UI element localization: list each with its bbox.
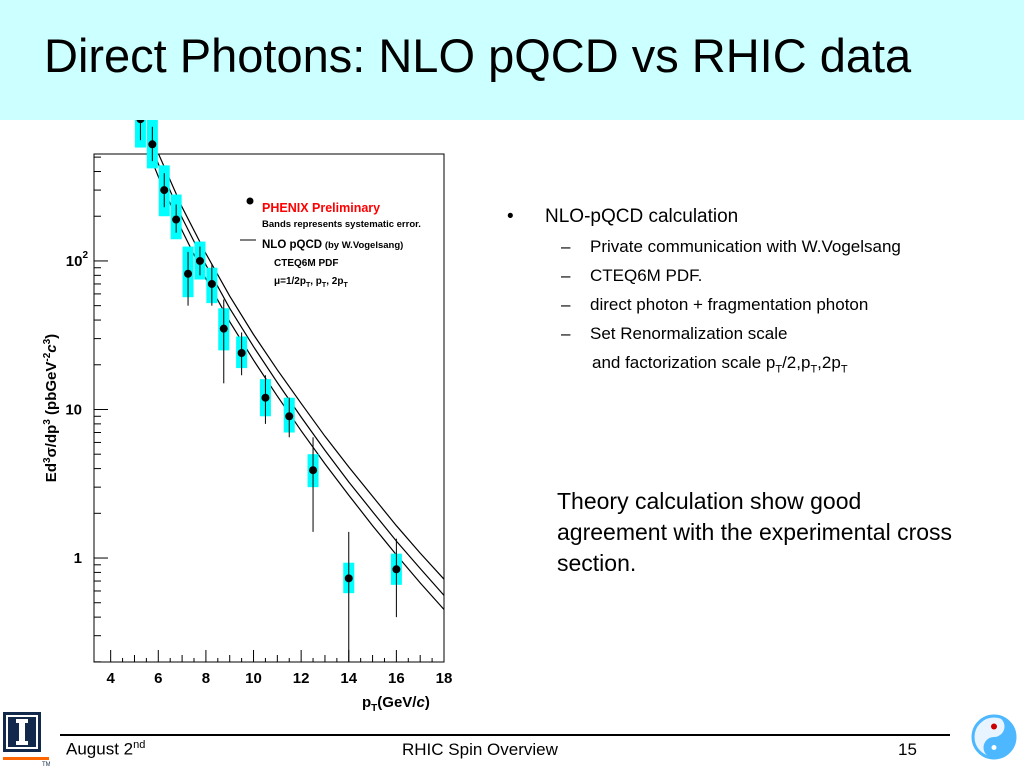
legend-pdf: CTEQ6M PDF [274,258,338,269]
x-tick-labels: 4 6 8 10 12 14 16 18 [106,670,452,687]
sub-bullet-text: direct photon + fragmentation photon [590,295,869,314]
data-point [148,140,157,149]
title-bar: Direct Photons: NLO pQCD vs RHIC data [0,0,1024,120]
x-tick-label: 16 [388,670,405,687]
data-point [219,324,228,333]
rhic-spin-logo [968,710,1020,769]
x-axis-label: pT(GeV/c) [362,694,430,714]
x-tick-label: 10 [245,670,262,687]
x-tick-label: 6 [154,670,162,687]
data-point [309,466,318,475]
data-point [160,186,169,195]
data-point [184,269,193,278]
footer-title: RHIC Spin Overview [402,740,558,759]
bullet-main-text: NLO-pQCD calculation [545,206,739,227]
y-axis-label: Ed3σ/dp3 (pbGeV-2c3) [42,334,60,482]
sub-bullet-text: Set Renormalization scale [590,324,788,343]
x-tick-label: 18 [436,670,453,687]
data-point [172,215,181,224]
data-point [195,256,204,265]
sub-bullet-2: – CTEQ6M PDF. [507,266,1007,286]
sub-bullet-3: – direct photon + fragmentation photon [507,295,1007,315]
x-tick-label: 4 [106,670,115,687]
legend-data-label: PHENIX Preliminary [262,201,380,215]
logo-tm: TM [42,762,50,767]
data-point [261,393,270,402]
data-point [392,565,401,574]
legend-theory-label: NLO pQCD (by W.Vogelsang) [262,239,403,251]
university-logo: TM [2,711,51,772]
theory-agreement-text: Theory calculation show good agreement w… [557,488,953,576]
sub-bullet-text: Private communication with W.Vogelsang [590,237,901,256]
y-tick-labels: 1 10 102 103 [65,120,88,567]
y-tick-label: 103 [66,120,89,121]
legend-data-marker [246,197,254,205]
x-tick-label: 8 [202,670,210,687]
sub-bullet-4-continuation: and factorization scale pT/2,pT,2pT [592,353,848,376]
legend-scale: μ=1/2pT, pT, 2pT [274,276,348,289]
data-point [136,120,145,124]
footer-divider [60,734,950,736]
data-points [136,120,401,583]
sub-bullet-4: – Set Renormalization scale [507,324,1007,344]
page-number: 15 [898,740,917,759]
y-tick-label: 1 [74,550,82,567]
footer-date: August 2nd [66,739,146,759]
sub-bullet-1: – Private communication with W.Vogelsang [507,237,1007,257]
bullet-main: • NLO-pQCD calculation [507,206,1007,228]
data-point [285,412,294,421]
y-tick-label: 102 [66,250,89,270]
slide-title: Direct Photons: NLO pQCD vs RHIC data [44,29,912,82]
data-point [207,279,216,288]
x-tick-label: 12 [293,670,310,687]
data-point [237,349,246,358]
bullet-marker: • [507,206,514,227]
sub-bullet-marker: – [561,266,571,285]
sub-bullet-marker: – [561,237,571,256]
sub-bullet-marker: – [561,324,571,343]
sub-bullet-text: CTEQ6M PDF. [590,266,703,285]
cross-section-chart: 4 6 8 10 12 14 16 18 1 10 102 103 pT(GeV/c) Ed3σ/d… [42,120,452,714]
x-tick-label: 14 [340,670,357,687]
y-tick-label: 10 [65,401,82,418]
legend: PHENIX Preliminary Bands represents syst… [240,197,421,289]
data-point [344,574,353,583]
sub-bullet-marker: – [561,295,571,314]
legend-data-note: Bands represents systematic error. [262,219,421,230]
bullet-list: • NLO-pQCD calculation – Private communic… [507,206,1007,375]
